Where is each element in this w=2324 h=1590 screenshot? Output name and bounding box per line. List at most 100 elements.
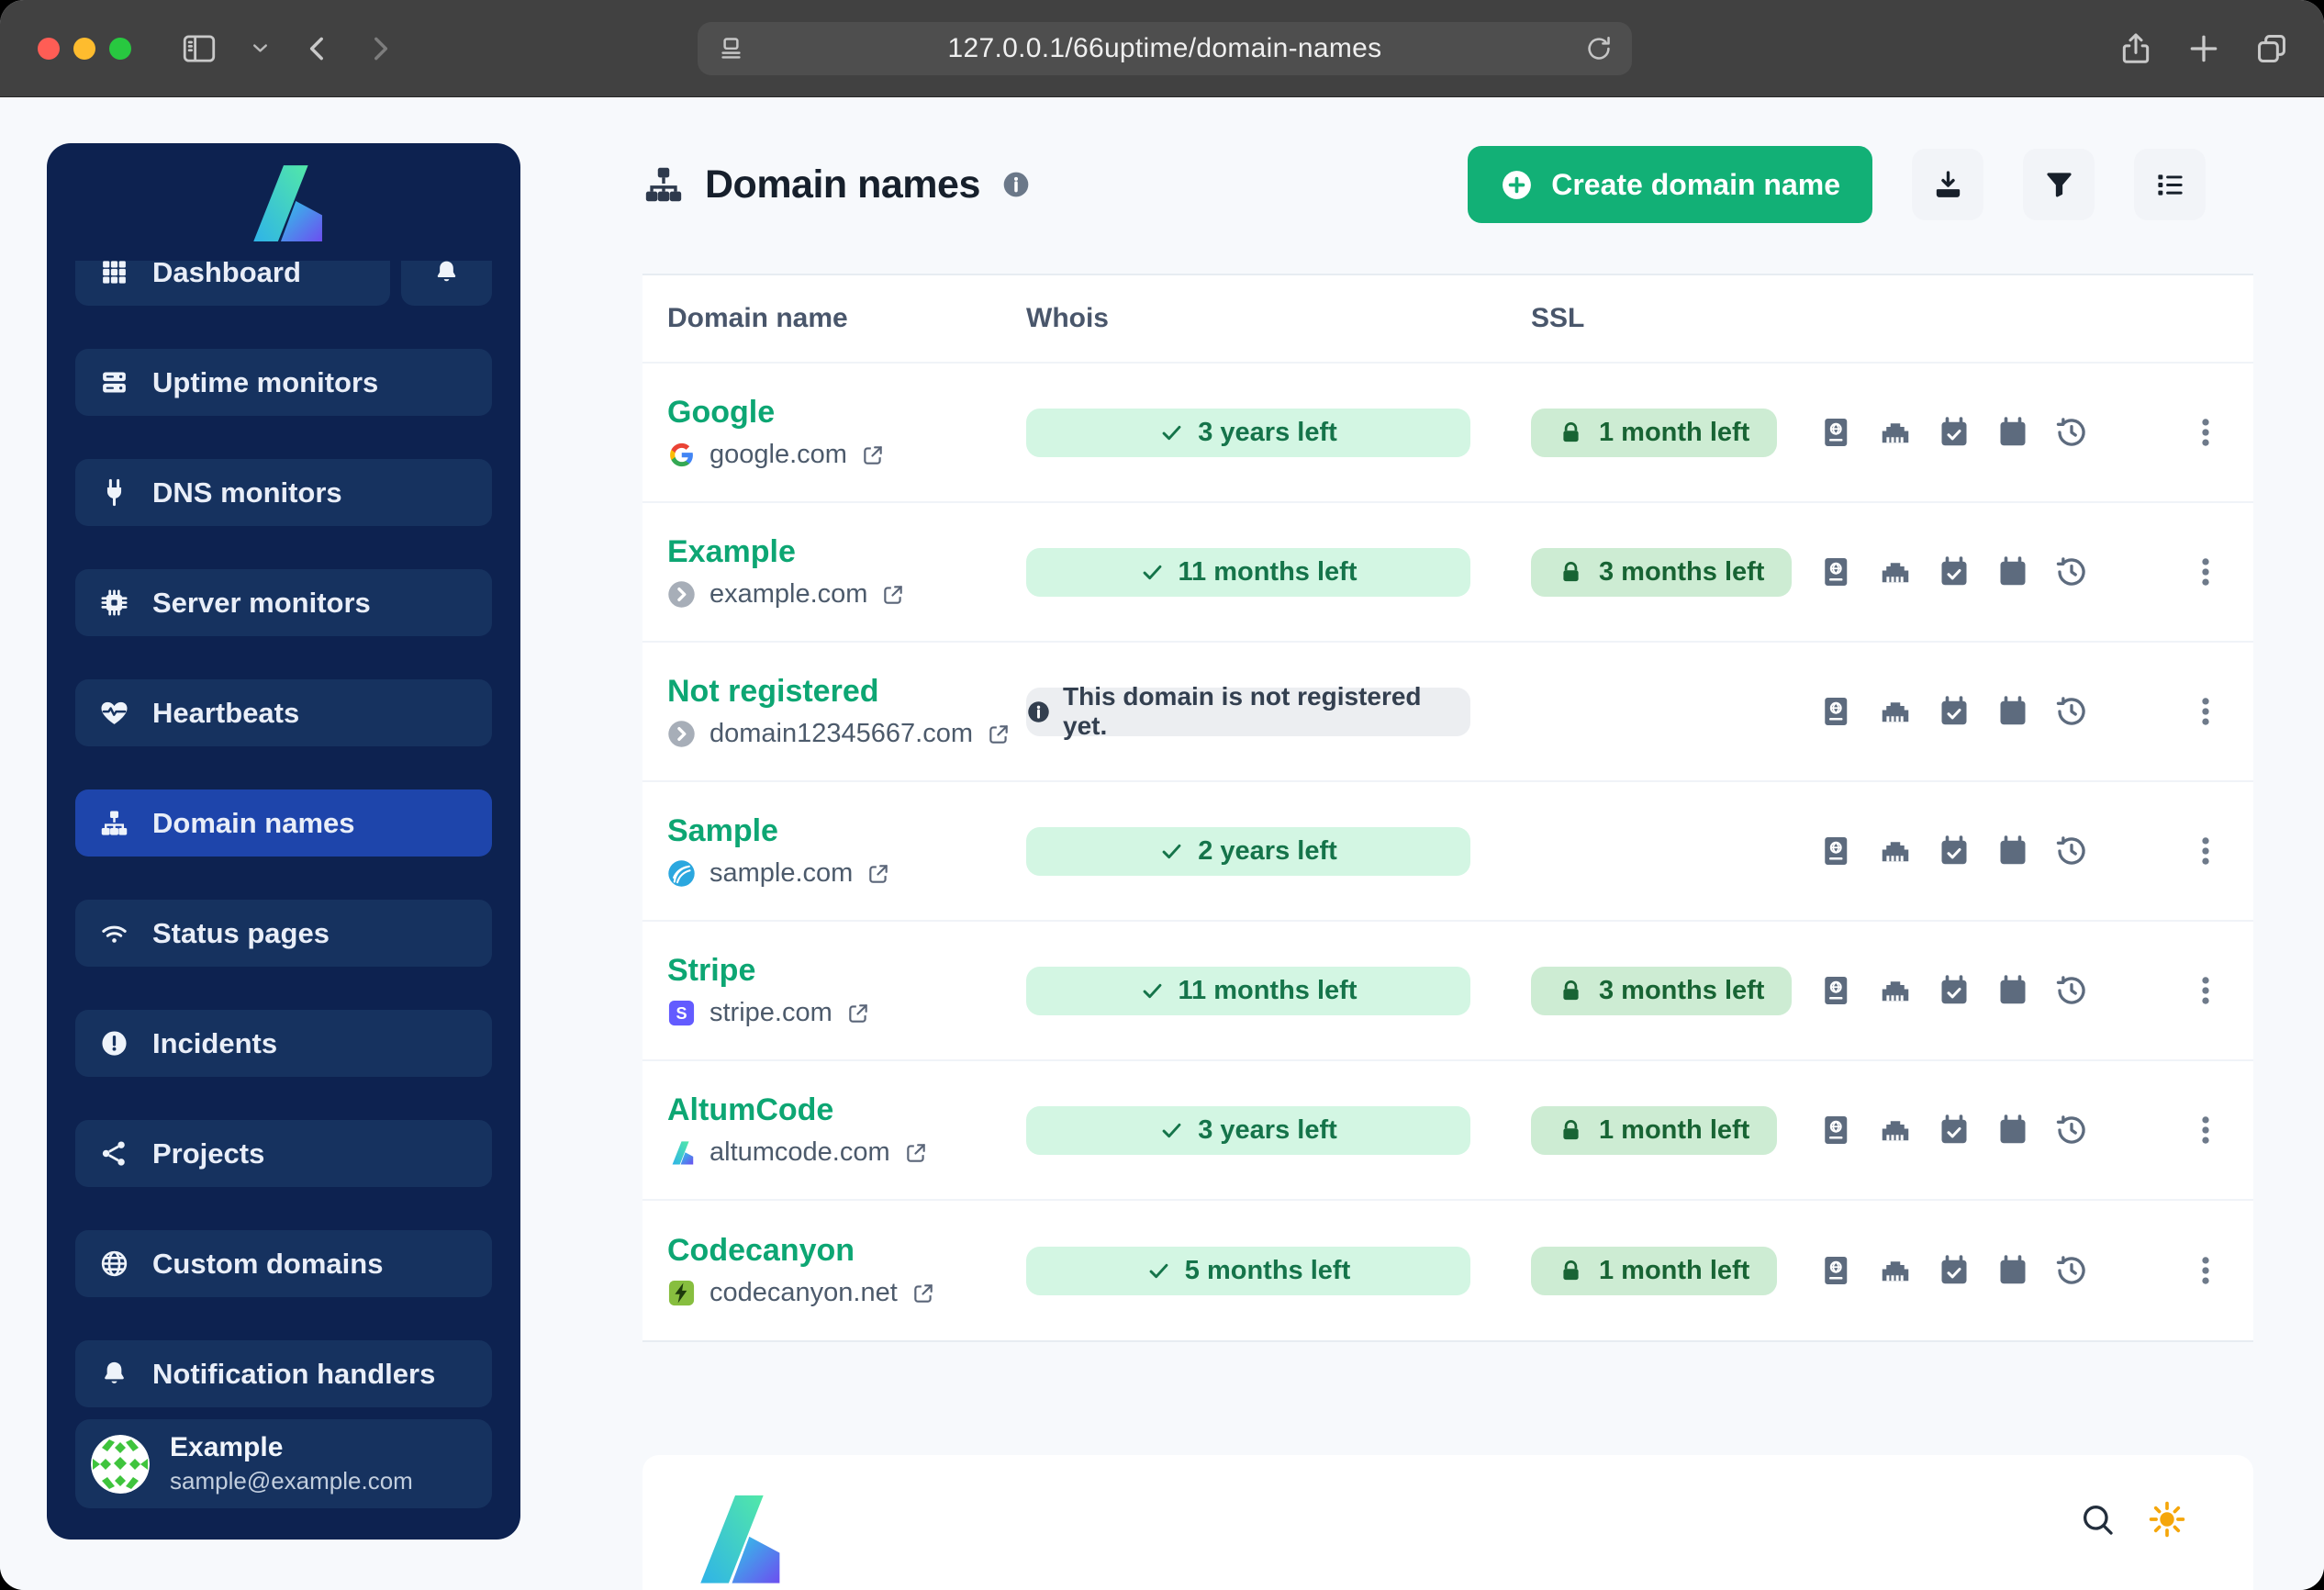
calendar-button[interactable] xyxy=(1996,974,2029,1007)
calendar-check-button[interactable] xyxy=(1938,1114,1971,1147)
notifications-button[interactable] xyxy=(401,261,492,306)
external-link-icon[interactable] xyxy=(911,1282,935,1305)
lock-icon xyxy=(1559,1259,1583,1283)
external-link-icon[interactable] xyxy=(987,722,1011,746)
calendar-check-button[interactable] xyxy=(1938,555,1971,588)
domains-table: Domain name Whois SSL Google google.com … xyxy=(642,274,2253,1342)
sidebar-item-projects[interactable]: Projects xyxy=(75,1120,492,1187)
domain-name-link[interactable]: Stripe xyxy=(667,953,756,988)
whois-badge: 11 months left xyxy=(1026,547,1470,597)
calendar-check-button[interactable] xyxy=(1938,1254,1971,1287)
domain-name-link[interactable]: Sample xyxy=(667,813,778,848)
whois-button[interactable] xyxy=(1820,695,1853,728)
view-options-button[interactable] xyxy=(2134,149,2206,220)
domain-name-link[interactable]: Example xyxy=(667,534,796,569)
external-link-icon[interactable] xyxy=(846,1002,870,1025)
domain-sub: sample.com xyxy=(667,858,1026,889)
history-button[interactable] xyxy=(2055,555,2088,588)
sidebar-item-custom-domains[interactable]: Custom domains xyxy=(75,1230,492,1297)
external-link-icon[interactable] xyxy=(861,443,885,467)
sidebar-item-domain-names[interactable]: Domain names xyxy=(75,789,492,857)
share-nodes-icon xyxy=(99,1138,129,1169)
calendar-check-button[interactable] xyxy=(1938,695,1971,728)
ethernet-button[interactable] xyxy=(1879,1254,1912,1287)
ethernet-button[interactable] xyxy=(1879,416,1912,449)
address-bar[interactable]: 127.0.0.1/66uptime/domain-names xyxy=(698,22,1632,75)
history-button[interactable] xyxy=(2055,974,2088,1007)
minimize-window-button[interactable] xyxy=(73,37,95,60)
filter-button[interactable] xyxy=(2023,149,2095,220)
reader-icon[interactable] xyxy=(716,34,746,64)
domain-name-link[interactable]: AltumCode xyxy=(667,1092,834,1127)
row-menu-button[interactable] xyxy=(2188,415,2223,450)
calendar-check-button[interactable] xyxy=(1938,974,1971,1007)
history-button[interactable] xyxy=(2055,1254,2088,1287)
sidebar-item-server-monitors[interactable]: Server monitors xyxy=(75,569,492,636)
whois-button[interactable] xyxy=(1820,834,1853,868)
forward-icon[interactable] xyxy=(364,33,396,64)
search-icon[interactable] xyxy=(2079,1501,2116,1538)
domain-url: codecanyon.net xyxy=(709,1278,898,1307)
sidebar-item-dashboard[interactable]: Dashboard xyxy=(75,261,390,306)
sun-icon[interactable] xyxy=(2147,1499,2187,1540)
reload-icon[interactable] xyxy=(1584,34,1614,63)
create-domain-name-button[interactable]: Create domain name xyxy=(1468,146,1872,223)
history-button[interactable] xyxy=(2055,695,2088,728)
close-window-button[interactable] xyxy=(38,37,60,60)
history-button[interactable] xyxy=(2055,834,2088,868)
calendar-button[interactable] xyxy=(1996,555,2029,588)
calendar-button[interactable] xyxy=(1996,695,2029,728)
whois-button[interactable] xyxy=(1820,974,1853,1007)
external-link-icon[interactable] xyxy=(881,583,905,607)
row-menu-button[interactable] xyxy=(2188,1113,2223,1148)
user-name: Example xyxy=(170,1432,284,1462)
domain-name-link[interactable]: Google xyxy=(667,395,776,430)
whois-button[interactable] xyxy=(1820,555,1853,588)
zoom-window-button[interactable] xyxy=(109,37,131,60)
row-menu-button[interactable] xyxy=(2188,694,2223,729)
sidebar-item-incidents[interactable]: Incidents xyxy=(75,1010,492,1077)
calendar-check-icon xyxy=(1938,695,1971,728)
user-menu[interactable]: Example sample@example.com xyxy=(75,1419,492,1508)
external-link-icon[interactable] xyxy=(904,1141,928,1165)
sidebar-item-status-pages[interactable]: Status pages xyxy=(75,900,492,967)
chevron-down-icon[interactable] xyxy=(250,38,271,59)
domain-name-link[interactable]: Codecanyon xyxy=(667,1233,855,1268)
row-menu-button[interactable] xyxy=(2188,1253,2223,1288)
ssl-badge: 1 month left xyxy=(1531,408,1778,457)
whois-button[interactable] xyxy=(1820,416,1853,449)
history-button[interactable] xyxy=(2055,1114,2088,1147)
whois-button[interactable] xyxy=(1820,1254,1853,1287)
ethernet-button[interactable] xyxy=(1879,834,1912,868)
row-menu-button[interactable] xyxy=(2188,834,2223,868)
sidebar-item-heartbeats[interactable]: Heartbeats xyxy=(75,679,492,746)
whois-button[interactable] xyxy=(1820,1114,1853,1147)
export-button[interactable] xyxy=(1912,149,1983,220)
ethernet-button[interactable] xyxy=(1879,1114,1912,1147)
info-icon[interactable] xyxy=(1001,170,1031,199)
share-icon[interactable] xyxy=(2118,31,2153,66)
history-button[interactable] xyxy=(2055,416,2088,449)
ethernet-button[interactable] xyxy=(1879,555,1912,588)
calendar-button[interactable] xyxy=(1996,416,2029,449)
calendar-button[interactable] xyxy=(1996,834,2029,868)
sidebar-item-uptime-monitors[interactable]: Uptime monitors xyxy=(75,349,492,416)
back-icon[interactable] xyxy=(302,33,333,64)
sidebar-item-dns-monitors[interactable]: DNS monitors xyxy=(75,459,492,526)
calendar-button[interactable] xyxy=(1996,1114,2029,1147)
sidebar-item-notification-handlers[interactable]: Notification handlers xyxy=(75,1340,492,1407)
ethernet-button[interactable] xyxy=(1879,974,1912,1007)
row-menu-button[interactable] xyxy=(2188,973,2223,1008)
calendar-check-button[interactable] xyxy=(1938,834,1971,868)
domain-name-link[interactable]: Not registered xyxy=(667,674,879,709)
sidebar-toggle-icon[interactable] xyxy=(180,29,218,68)
calendar-check-button[interactable] xyxy=(1938,416,1971,449)
whois-cell: 11 months left xyxy=(1026,966,1531,1015)
list-icon xyxy=(2154,169,2186,201)
calendar-button[interactable] xyxy=(1996,1254,2029,1287)
new-tab-icon[interactable] xyxy=(2186,31,2221,66)
external-link-icon[interactable] xyxy=(866,862,890,886)
row-menu-button[interactable] xyxy=(2188,554,2223,589)
tabs-icon[interactable] xyxy=(2254,31,2289,66)
ethernet-button[interactable] xyxy=(1879,695,1912,728)
